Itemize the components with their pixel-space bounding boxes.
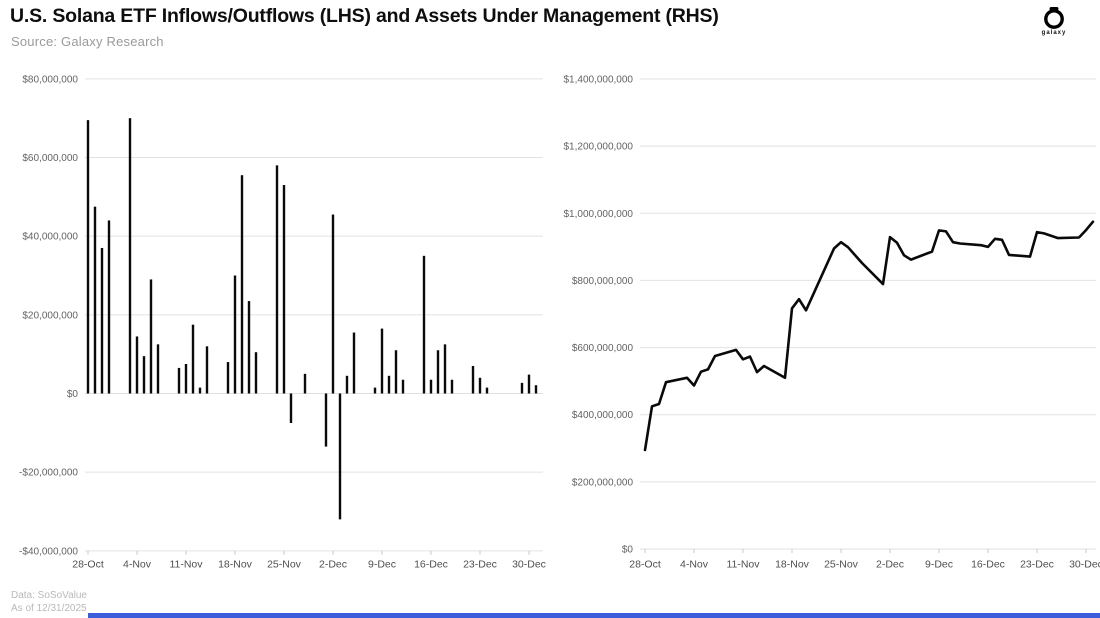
bar-6-Nov [149, 279, 153, 394]
bar-12-Nov [191, 324, 195, 394]
svg-text:11-Nov: 11-Nov [169, 559, 203, 571]
bar-4-Dec [345, 375, 349, 394]
bar-29-Oct [93, 206, 97, 394]
bar-31-Dec [534, 385, 538, 394]
svg-text:9-Dec: 9-Dec [925, 559, 953, 571]
svg-text:4-Nov: 4-Nov [680, 559, 709, 571]
svg-text:$0: $0 [622, 545, 634, 556]
svg-text:$40,000,000: $40,000,000 [22, 232, 78, 243]
bar-12-Dec [401, 379, 405, 394]
bar-24-Nov [275, 165, 279, 394]
bar-30-Oct [100, 247, 104, 394]
svg-text:23-Dec: 23-Dec [1020, 559, 1054, 571]
as-of-note: As of 12/31/2025 [11, 603, 87, 614]
bar-3-Dec [338, 393, 342, 520]
svg-text:18-Nov: 18-Nov [218, 559, 253, 571]
bar-8-Dec [373, 387, 377, 394]
bar-21-Nov [254, 352, 258, 394]
bar-22-Dec [471, 365, 475, 394]
aum-line-chart: $1,400,000,000 $1,200,000,000 $1,000,000,0… [563, 75, 1100, 571]
svg-text:$1,400,000,000: $1,400,000,000 [563, 75, 633, 86]
svg-text:16-Dec: 16-Dec [414, 559, 448, 571]
bar-25-Nov [282, 185, 286, 394]
bar-31-Oct [107, 220, 111, 394]
svg-text:$0: $0 [67, 389, 79, 400]
bar-9-Dec [380, 328, 384, 394]
bar-20-Nov [247, 301, 251, 394]
galaxy-logo-icon [1044, 7, 1064, 29]
svg-text:-$40,000,000: -$40,000,000 [19, 546, 78, 557]
bar-11-Dec [394, 350, 398, 394]
bar-18-Dec [443, 344, 447, 394]
bar-2-Dec [331, 214, 335, 394]
svg-text:$200,000,000: $200,000,000 [572, 477, 634, 488]
svg-text:25-Nov: 25-Nov [824, 559, 859, 571]
svg-text:9-Dec: 9-Dec [368, 559, 396, 571]
bottom-accent-bar [88, 613, 1100, 618]
bar-13-Nov [198, 387, 202, 394]
bar-5-Nov [142, 356, 146, 394]
bar-1-Dec [324, 393, 328, 447]
bar-30-Dec [527, 374, 531, 394]
svg-text:$1,000,000,000: $1,000,000,000 [563, 209, 633, 220]
svg-text:28-Oct: 28-Oct [629, 559, 661, 571]
bar-28-Nov [303, 373, 307, 394]
bar-11-Nov [184, 364, 188, 394]
source-label: Source: Galaxy Research [11, 34, 164, 49]
svg-text:$600,000,000: $600,000,000 [572, 343, 634, 354]
svg-text:$60,000,000: $60,000,000 [22, 153, 78, 164]
svg-text:2-Dec: 2-Dec [319, 559, 347, 571]
bar-24-Dec [485, 387, 489, 394]
svg-text:$1,200,000,000: $1,200,000,000 [563, 142, 633, 153]
galaxy-logo: galaxy [1032, 7, 1076, 36]
bar-10-Nov [177, 367, 181, 394]
svg-text:30-Dec: 30-Dec [1069, 559, 1100, 571]
svg-text:16-Dec: 16-Dec [971, 559, 1005, 571]
aum-line-series [643, 220, 1095, 452]
bar-16-Dec [429, 379, 433, 394]
svg-text:$80,000,000: $80,000,000 [22, 74, 78, 85]
bar-23-Dec [478, 377, 482, 394]
svg-text:23-Dec: 23-Dec [463, 559, 497, 571]
bar-10-Dec [387, 375, 391, 394]
galaxy-logo-text: galaxy [1041, 30, 1067, 36]
svg-text:25-Nov: 25-Nov [267, 559, 302, 571]
bar-28-Oct [86, 120, 90, 394]
bar-4-Nov [135, 336, 139, 394]
bar-19-Nov [240, 175, 244, 394]
bar-19-Dec [450, 379, 454, 394]
bar-26-Nov [289, 393, 293, 423]
bar-17-Dec [436, 350, 440, 394]
bar-14-Nov [205, 346, 209, 394]
svg-text:2-Dec: 2-Dec [876, 559, 904, 571]
svg-text:$400,000,000: $400,000,000 [572, 410, 634, 421]
data-source-note: Data: SoSoValue [11, 590, 87, 601]
svg-text:30-Dec: 30-Dec [512, 559, 546, 571]
bar-3-Nov [128, 118, 132, 394]
bar-5-Dec [352, 332, 356, 394]
svg-text:$20,000,000: $20,000,000 [22, 310, 78, 321]
bar-17-Nov [226, 362, 230, 394]
charts-svg: $80,000,000 $60,000,000 $40,000,000 $20,000… [19, 74, 1100, 571]
bar-7-Nov [156, 344, 160, 394]
svg-text:28-Oct: 28-Oct [72, 559, 104, 571]
inflows-bar-chart: $80,000,000 $60,000,000 $40,000,000 $20,000… [19, 74, 546, 570]
svg-text:$800,000,000: $800,000,000 [572, 276, 634, 287]
bar-29-Dec [520, 382, 524, 394]
svg-text:18-Nov: 18-Nov [775, 559, 810, 571]
svg-text:-$20,000,000: -$20,000,000 [19, 468, 78, 479]
svg-text:11-Nov: 11-Nov [726, 559, 760, 571]
svg-text:4-Nov: 4-Nov [123, 559, 152, 571]
page-title: U.S. Solana ETF Inflows/Outflows (LHS) a… [10, 5, 719, 27]
bar-15-Dec [422, 255, 426, 394]
bar-18-Nov [233, 275, 237, 394]
footer: Data: SoSoValue As of 12/31/2025 [11, 589, 87, 615]
